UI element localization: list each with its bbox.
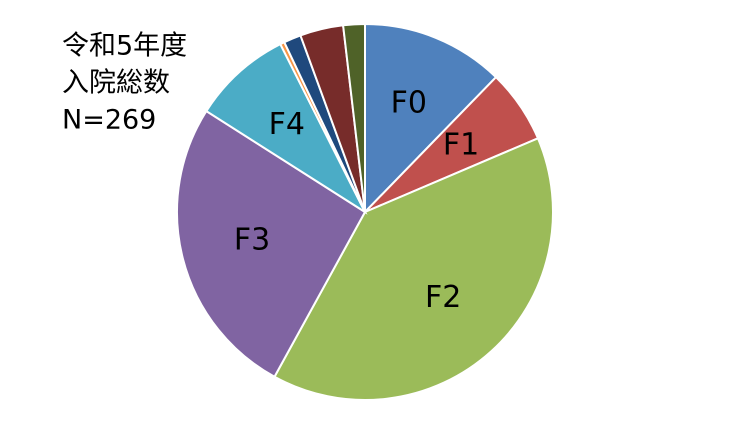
slice-label: F0 bbox=[391, 85, 427, 120]
chart-title-line: 令和5年度 bbox=[62, 31, 187, 62]
pie-slice bbox=[341, 22, 366, 213]
slice-label: F3 bbox=[234, 222, 270, 257]
pie-slice bbox=[364, 22, 498, 215]
pie-slice bbox=[273, 136, 554, 401]
chart-title-line: N=269 bbox=[62, 105, 156, 136]
chart-title-line: 入院総数 bbox=[62, 68, 170, 99]
pie-slice bbox=[176, 109, 367, 379]
slice-label: F2 bbox=[425, 280, 461, 315]
slice-label: F4 bbox=[269, 107, 305, 142]
slice-label: F1 bbox=[443, 128, 479, 163]
pie-slice bbox=[204, 42, 368, 215]
